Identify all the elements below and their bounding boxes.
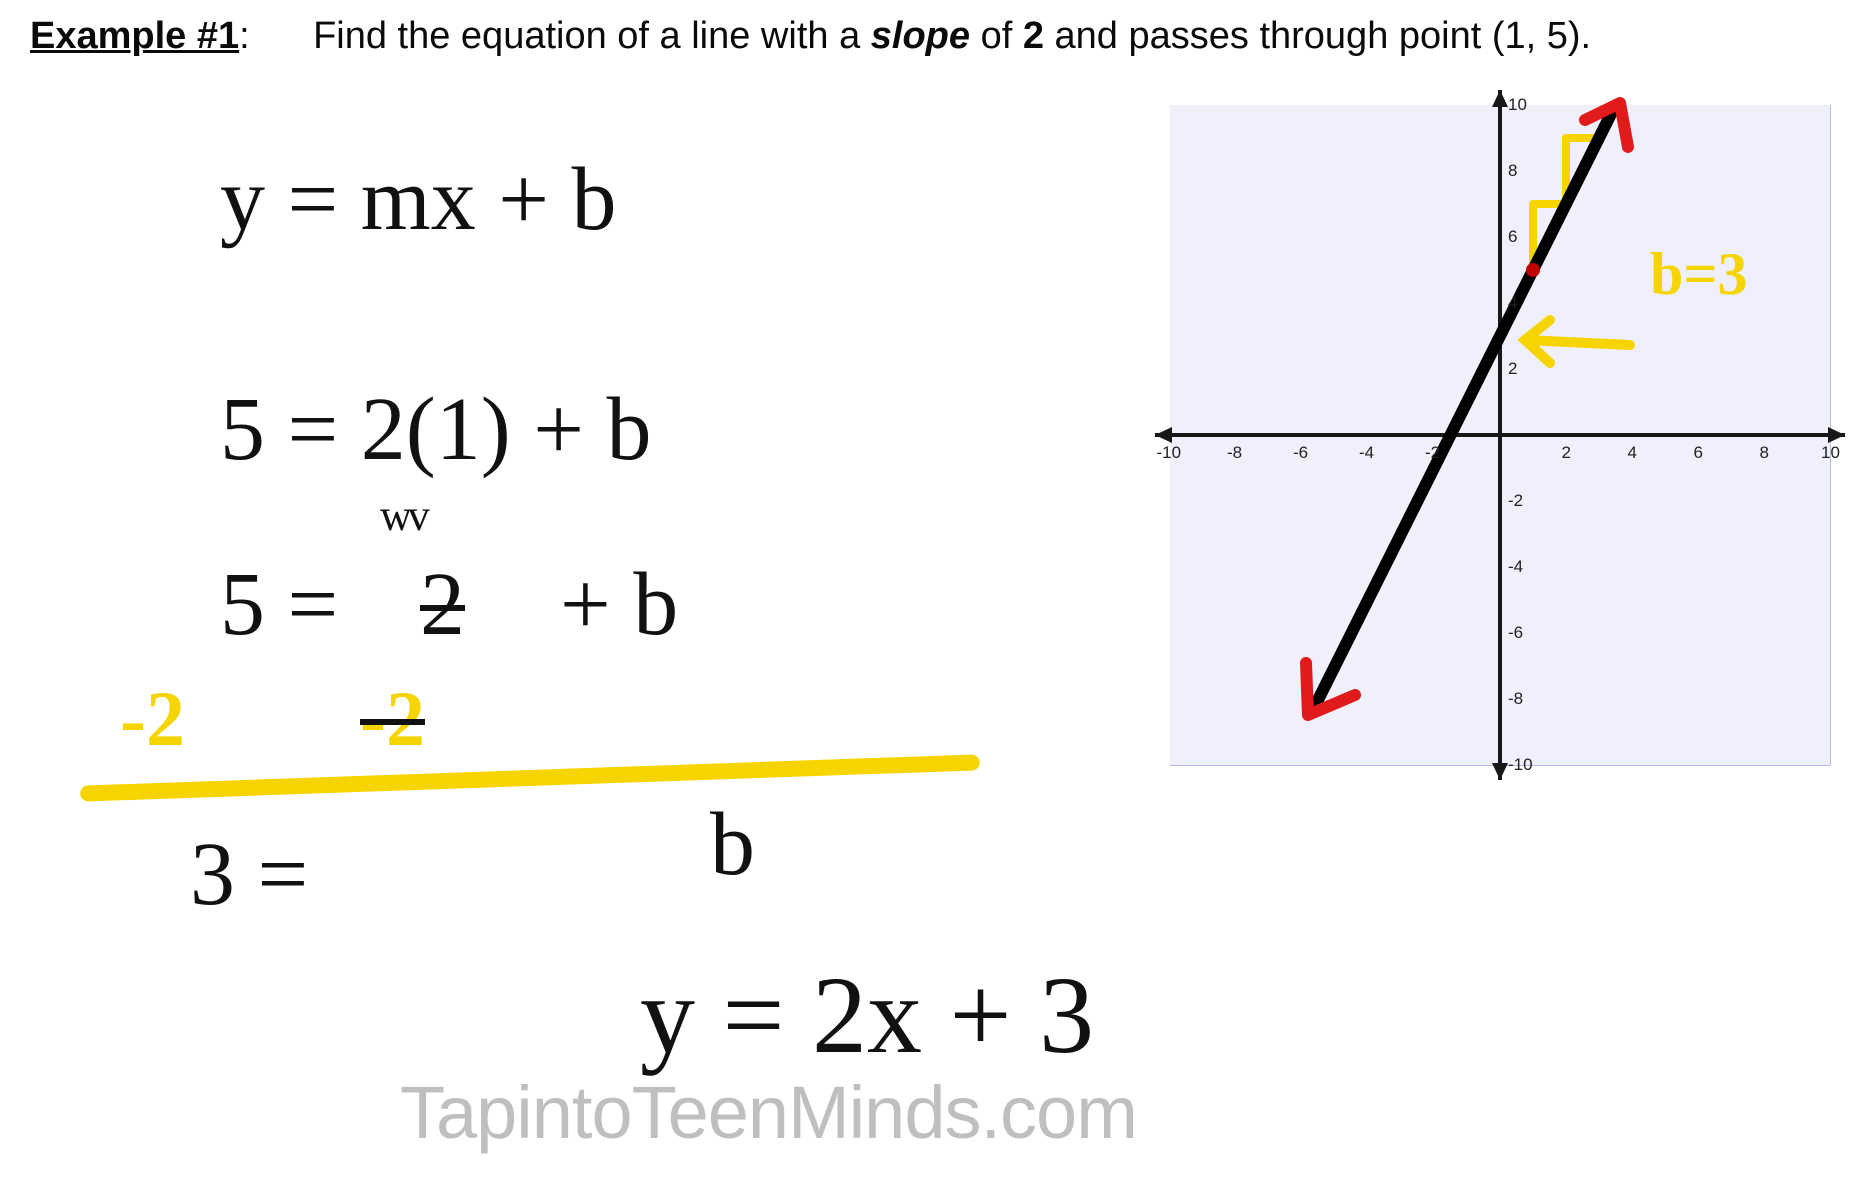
x-tick-label: 2 xyxy=(1562,443,1571,463)
y-tick-label: 4 xyxy=(1508,293,1517,313)
subtract-left: -2 xyxy=(120,680,185,758)
y-tick-label: -10 xyxy=(1508,755,1533,775)
y-tick-label: -6 xyxy=(1508,623,1523,643)
problem-prefix: Find the equation of a line with a xyxy=(313,15,871,57)
squiggle-mark: wv xyxy=(380,490,426,541)
x-tick-label: 8 xyxy=(1760,443,1769,463)
coordinate-plane: b=3 -10-8-6-4-2246810-10-8-6-4-2246810 xyxy=(1170,105,1830,765)
yintercept-label: b=3 xyxy=(1650,240,1748,309)
work-line-2: 5 = 2(1) + b xyxy=(220,385,651,475)
x-tick-label: -10 xyxy=(1157,443,1182,463)
x-tick-label: -8 xyxy=(1227,443,1242,463)
result-right: b xyxy=(710,800,755,890)
work-line-3-two: 2 xyxy=(420,560,465,650)
slope-value: 2 xyxy=(1023,15,1044,57)
yellow-divider xyxy=(80,754,980,801)
y-tick-label: 10 xyxy=(1508,95,1527,115)
slope-word: slope xyxy=(871,15,970,57)
work-line-1: y = mx + b xyxy=(220,155,617,245)
problem-statement: Example #1: Find the equation of a line … xyxy=(30,15,1591,58)
problem-mid: and passes through point (1, 5). xyxy=(1044,15,1591,57)
y-tick-label: -8 xyxy=(1508,689,1523,709)
y-tick-label: 6 xyxy=(1508,227,1517,247)
subtract-right: -2 xyxy=(360,680,425,758)
x-tick-label: -6 xyxy=(1293,443,1308,463)
x-tick-label: 10 xyxy=(1821,443,1840,463)
y-tick-label: -2 xyxy=(1508,491,1523,511)
y-tick-label: 2 xyxy=(1508,359,1517,379)
x-tick-label: -2 xyxy=(1425,443,1440,463)
watermark: TapintoTeenMinds.com xyxy=(400,1070,1137,1155)
example-label: Example #1 xyxy=(30,15,239,57)
x-tick-label: 6 xyxy=(1694,443,1703,463)
y-tick-label: -4 xyxy=(1508,557,1523,577)
work-line-3-right: + b xyxy=(560,560,678,650)
x-tick-label: 4 xyxy=(1628,443,1637,463)
y-tick-label: 8 xyxy=(1508,161,1517,181)
y-axis xyxy=(1498,90,1502,780)
x-tick-label: -4 xyxy=(1359,443,1374,463)
work-line-3-left: 5 = xyxy=(220,560,338,650)
final-equation: y = 2x + 3 xyxy=(640,960,1094,1070)
result-left: 3 = xyxy=(190,830,308,920)
